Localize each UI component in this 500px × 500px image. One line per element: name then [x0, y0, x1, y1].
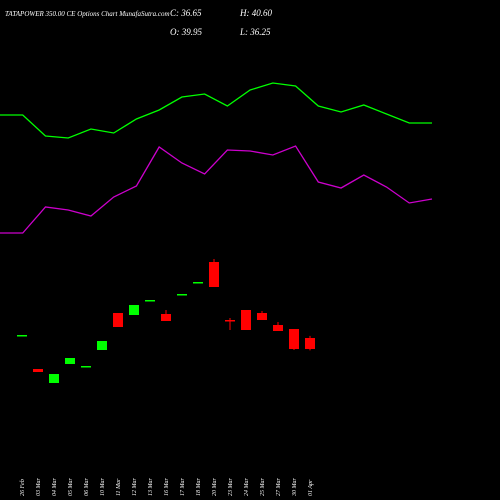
x-tick-label: 27 Mar [276, 478, 282, 496]
high-label: H: 40.60 [239, 8, 272, 18]
x-tick-label: 13 Mar [148, 478, 154, 496]
candle-body [49, 374, 59, 383]
x-tick-label: 25 Mar [260, 478, 266, 496]
x-tick-label: 23 Mar [228, 478, 234, 496]
candle-body [177, 294, 187, 296]
x-tick-label: 20 Mar [212, 478, 218, 496]
candle-body [33, 369, 43, 372]
x-tick-label: 05 Mar [68, 478, 74, 496]
open-label: O: 39.95 [170, 27, 202, 37]
x-tick-label: 17 Mar [180, 478, 186, 496]
candle-body [161, 314, 171, 321]
x-tick-label: 30 Mar [292, 478, 298, 497]
x-tick-label: 12 Mar [132, 478, 138, 496]
x-tick-label: 04 Mar [51, 478, 58, 496]
x-tick-label: 10 Mar [100, 478, 106, 496]
x-tick-label: 01 Apr [308, 479, 314, 496]
candle-body [225, 320, 235, 322]
candle-body [129, 305, 139, 315]
candle-body [289, 329, 299, 349]
chart-title: TATAPOWER 350.00 CE Options Chart Munafa… [5, 10, 170, 18]
candle-body [193, 282, 203, 284]
x-tick-label: 26 Feb [20, 479, 26, 496]
candle-body [305, 338, 315, 349]
indicator-line [0, 82, 432, 139]
candle-body [273, 325, 283, 331]
x-tick-label: 16 Mar [164, 478, 170, 496]
low-label: L: 36.25 [239, 27, 271, 37]
x-tick-label: 03 Mar [36, 478, 42, 496]
candle-body [81, 366, 91, 368]
x-tick-label: 18 Mar [196, 478, 202, 496]
indicator-line [0, 145, 433, 234]
x-tick-label: 24 Mar [243, 478, 250, 496]
candle-body [145, 300, 155, 302]
candle-body [209, 262, 219, 287]
candle-body [113, 313, 123, 327]
candle-body [65, 358, 75, 364]
candle-body [241, 310, 251, 330]
close-label: C: 36.65 [170, 8, 202, 18]
x-tick-label: 06 Mar [84, 478, 90, 496]
x-tick-label: 11 Mar [116, 478, 122, 496]
candle-body [257, 313, 267, 320]
candle-body [17, 335, 27, 337]
candle-body [97, 341, 107, 350]
